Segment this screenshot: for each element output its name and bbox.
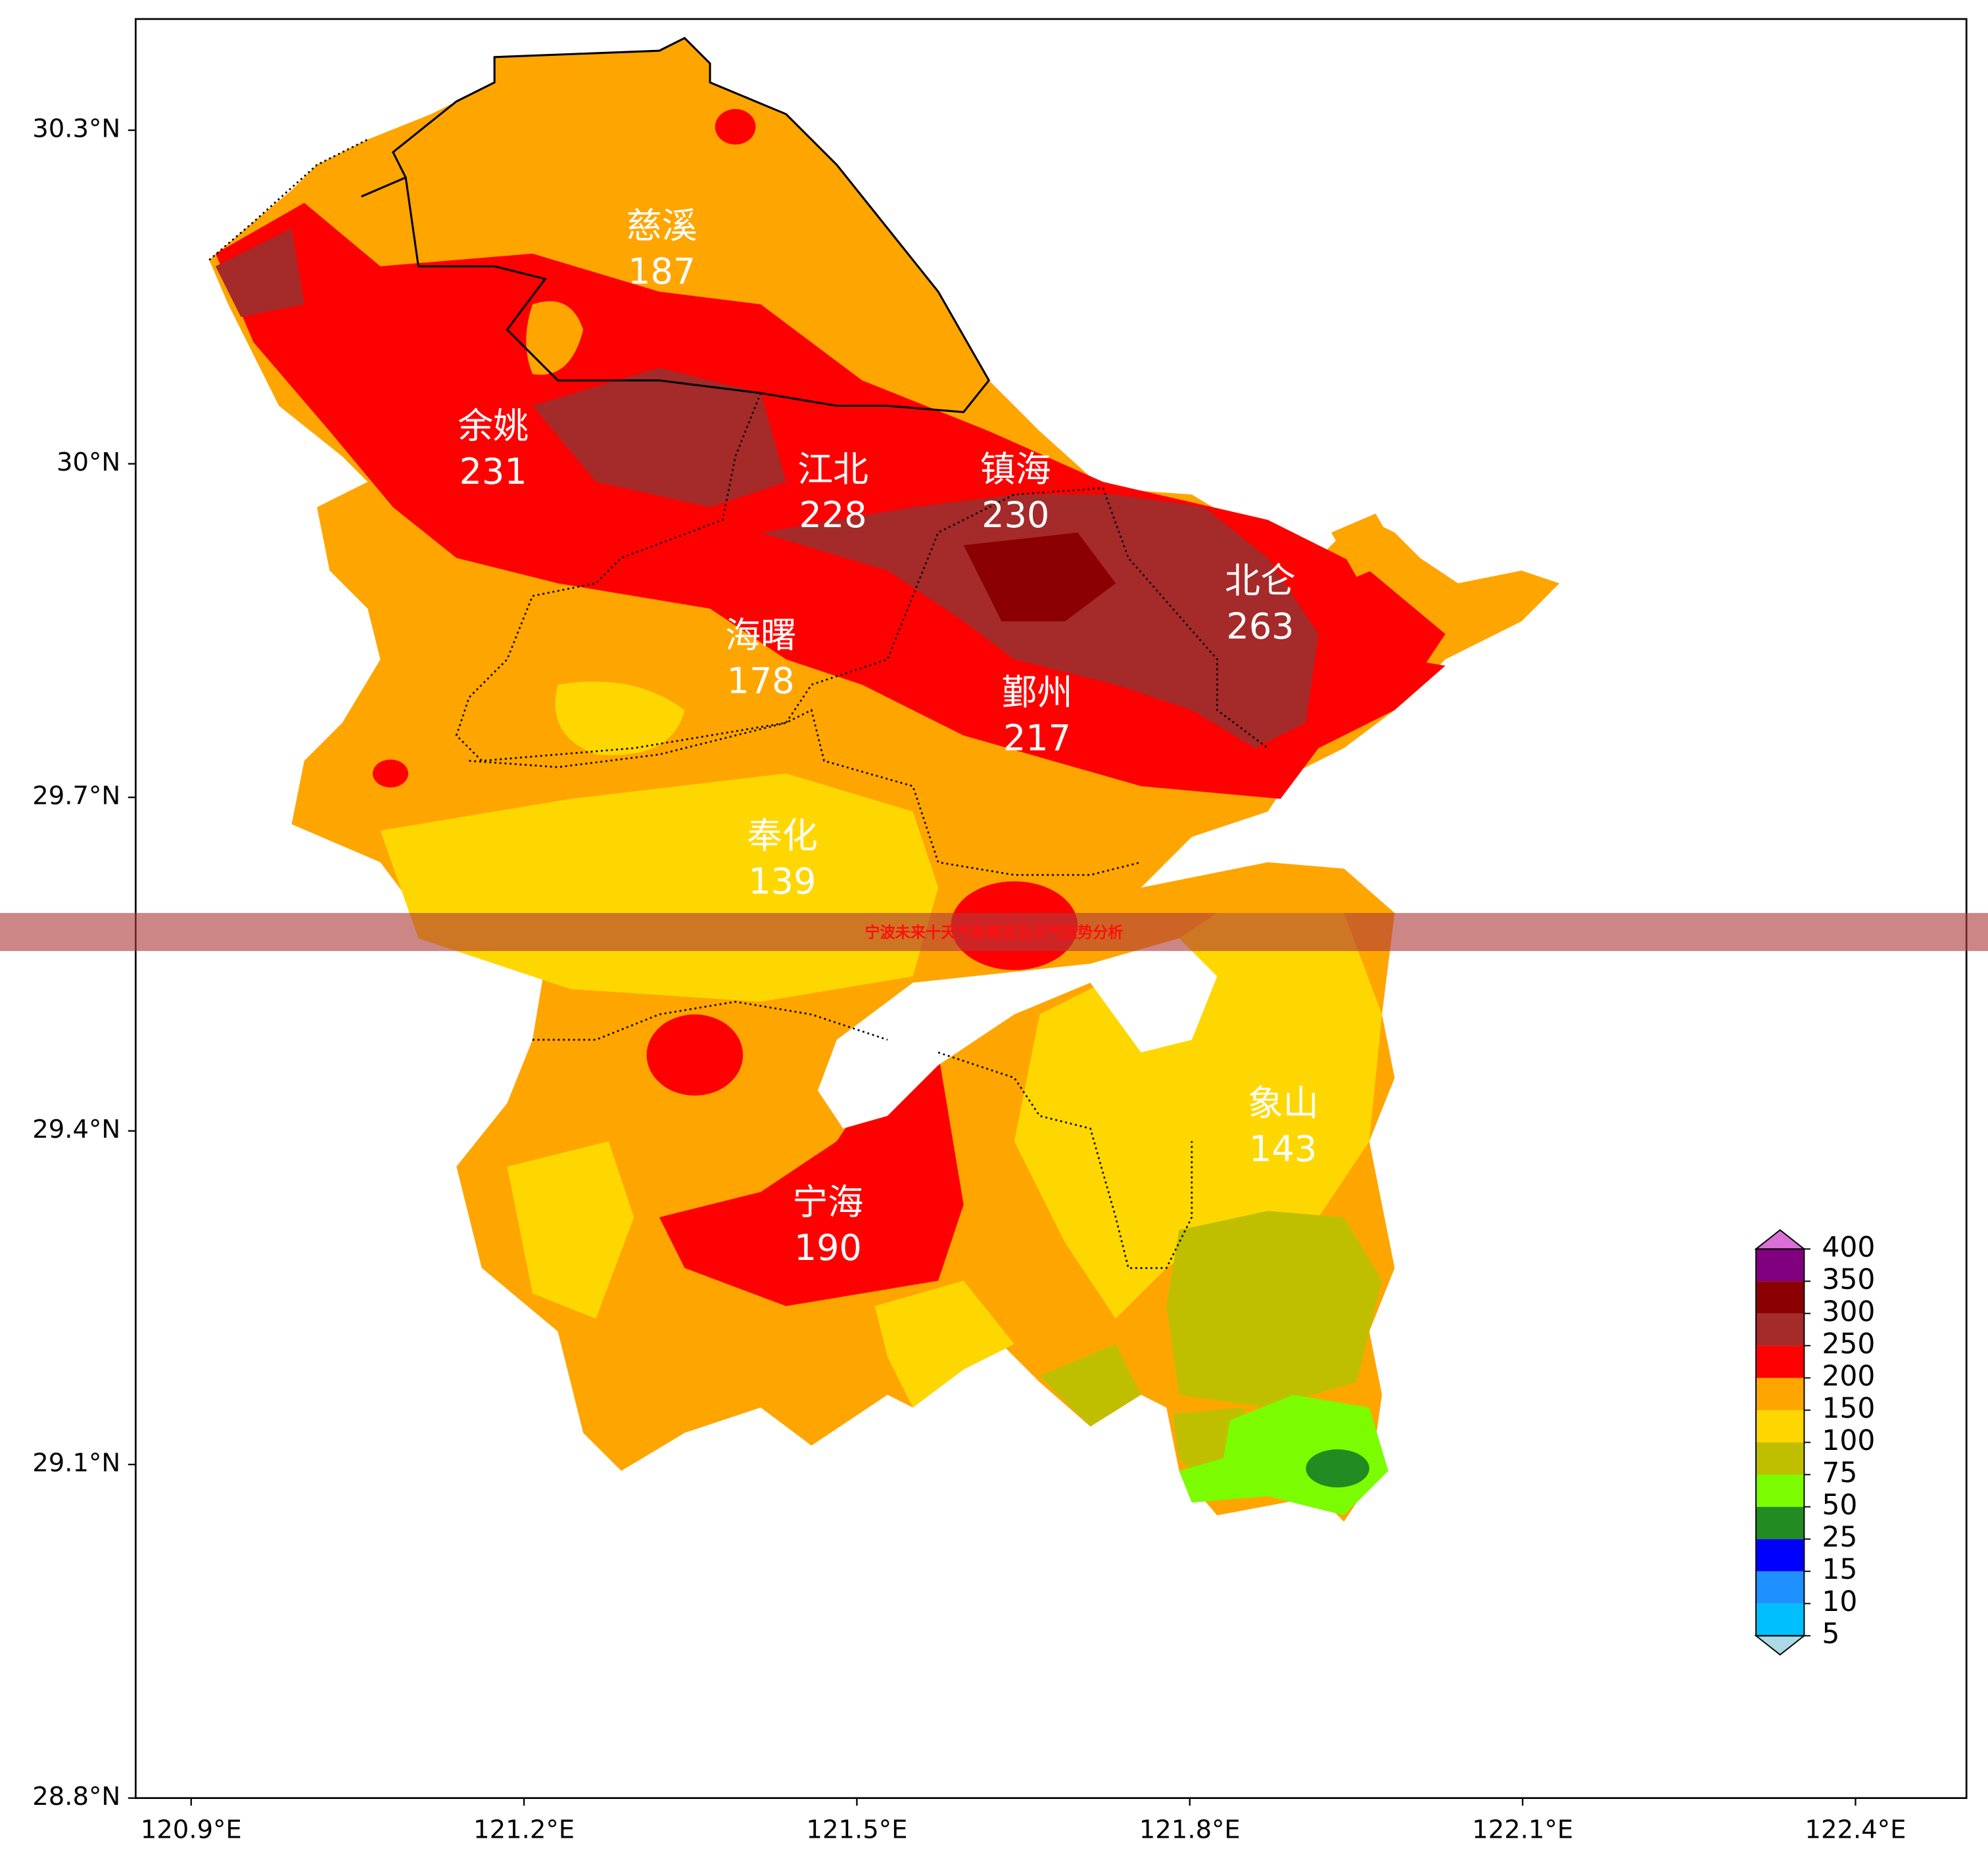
- colorbar-segment: [1756, 1603, 1805, 1636]
- y-tick-label: 29.1°N: [32, 1449, 120, 1478]
- district-name: 奉化: [747, 815, 818, 856]
- x-tick-label: 120.9°E: [141, 1815, 242, 1844]
- y-tick-label: 28.8°N: [32, 1782, 120, 1811]
- colorbar-label: 25: [1822, 1522, 1857, 1554]
- colorbar-label: 50: [1822, 1489, 1857, 1522]
- rain-200-250: [373, 759, 408, 788]
- colorbar-label: 250: [1822, 1328, 1875, 1361]
- district-value: 190: [794, 1227, 862, 1269]
- colorbar-label: 150: [1822, 1393, 1875, 1425]
- district-name: 宁海: [792, 1181, 863, 1223]
- x-tick-label: 121.5°E: [806, 1815, 907, 1844]
- rain-200-250: [1331, 659, 1446, 735]
- district-name: 江北: [797, 448, 868, 490]
- district-value: 139: [748, 860, 816, 902]
- district-value: 178: [727, 661, 795, 702]
- rain-250-300: [761, 494, 1319, 749]
- district-value: 143: [1249, 1128, 1317, 1169]
- y-tick-label: 29.7°N: [32, 781, 120, 811]
- colorbar-label: 300: [1822, 1296, 1875, 1328]
- district-name: 海曙: [725, 615, 796, 656]
- colorbar-label: 15: [1822, 1554, 1857, 1586]
- rain-100-150: [874, 1280, 1014, 1408]
- axes-frame: [135, 18, 1968, 1800]
- rain-100-150: [507, 1141, 634, 1319]
- district-value: 231: [460, 451, 527, 492]
- county-border: [208, 139, 1269, 762]
- district-name: 慈溪: [627, 205, 698, 246]
- land: [209, 37, 1560, 1522]
- x-tick-label: 121.2°E: [473, 1815, 575, 1844]
- district-value: 187: [628, 250, 696, 292]
- rain-200-250: [646, 1014, 744, 1096]
- district-value: 263: [1226, 606, 1294, 647]
- rain-300-350: [963, 532, 1116, 622]
- county-border: [404, 177, 888, 407]
- rain-100-150: [555, 681, 685, 755]
- y-tick-label: 29.4°N: [32, 1115, 120, 1144]
- district-name: 镇海: [980, 448, 1051, 490]
- district-value: 217: [1003, 717, 1071, 758]
- rain-250-300: [532, 367, 786, 507]
- colorbar-label: 5: [1822, 1618, 1839, 1650]
- colorbar-label: 400: [1822, 1232, 1875, 1264]
- colorbar-segment: [1756, 1442, 1805, 1475]
- sea: [817, 938, 1218, 1129]
- banner-bar: [0, 913, 1988, 951]
- colorbar-segment: [1756, 1571, 1805, 1604]
- colorbar-segment: [1756, 1539, 1805, 1572]
- colorbar-label: 10: [1822, 1586, 1857, 1618]
- district-name: 象山: [1248, 1083, 1319, 1124]
- rain-150-200: [1331, 513, 1402, 577]
- colorbar-segment: [1756, 1313, 1805, 1346]
- x-tick-label: 122.4°E: [1805, 1815, 1906, 1844]
- colorbar-segment: [1756, 1249, 1805, 1282]
- colorbar-segment: [1756, 1281, 1805, 1314]
- y-tick-label: 30.3°N: [32, 114, 120, 144]
- ticks: 120.9°E 121.2°E 121.5°E 121.8°E 122.1°E 122.4…: [32, 114, 1906, 1845]
- rain-75-100: [1166, 1211, 1383, 1408]
- colorbar-segment: [1756, 1506, 1805, 1539]
- district-name: 余姚: [458, 406, 529, 447]
- colorbar-segment: [1756, 1378, 1805, 1410]
- coastline: [361, 36, 991, 413]
- colorbar-segment: [1756, 1410, 1805, 1443]
- colorbar-label: 350: [1822, 1264, 1875, 1296]
- x-tick-label: 122.1°E: [1472, 1815, 1573, 1844]
- y-tick-label: 30°N: [57, 448, 120, 477]
- district-name: 北仑: [1225, 560, 1296, 601]
- colorbar-label: 75: [1822, 1457, 1857, 1489]
- district-name: 鄞州: [1002, 672, 1073, 713]
- rain-25-50: [1306, 1449, 1369, 1488]
- district-value: 230: [982, 494, 1049, 536]
- x-tick-label: 121.8°E: [1139, 1815, 1241, 1844]
- rain-75-100: [1039, 1344, 1141, 1427]
- banner-text: 宁波未来十天气象概览及天气趋势分析: [864, 923, 1123, 941]
- boundaries: [208, 36, 1269, 1269]
- colorbar-label: 100: [1822, 1425, 1875, 1457]
- rain-200-250: [715, 108, 756, 145]
- colorbar-label: 200: [1822, 1361, 1875, 1393]
- rain-150-200: [526, 301, 584, 375]
- colorbar-segment: [1756, 1474, 1805, 1507]
- county-border: [469, 709, 1193, 1269]
- rain-250-300: [215, 228, 304, 317]
- colorbar-segment: [1756, 1345, 1805, 1378]
- district-value: 228: [799, 494, 867, 536]
